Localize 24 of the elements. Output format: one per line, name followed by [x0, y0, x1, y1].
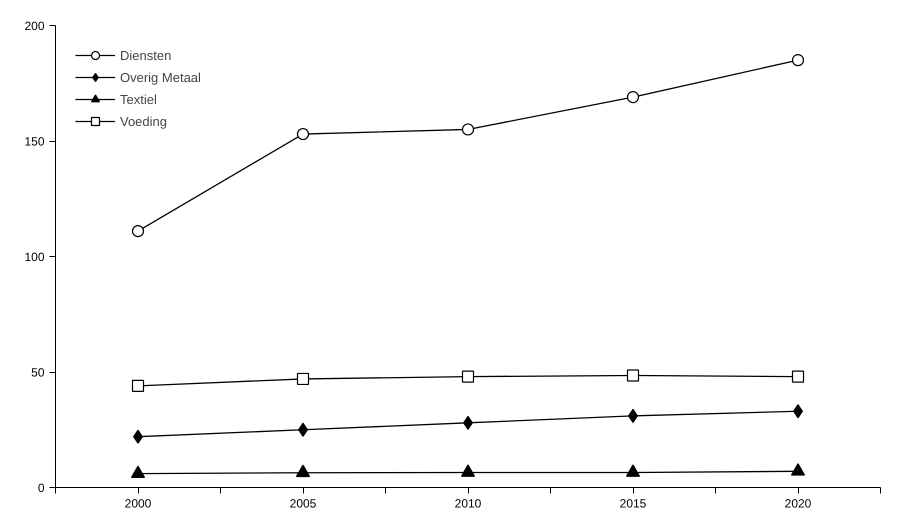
y-tick-label: 100	[24, 250, 45, 264]
point	[626, 91, 640, 104]
y-tick-label: 150	[24, 134, 45, 148]
point	[132, 225, 144, 238]
legend-label: Overig Metaal	[120, 70, 201, 84]
x-tick-label: 2010	[454, 496, 482, 510]
legend-label: Diensten	[120, 48, 172, 62]
x-tick-label: 2020	[784, 496, 812, 510]
point	[792, 54, 804, 66]
point	[462, 370, 474, 383]
legend-label: Voeding	[120, 114, 167, 128]
x-tick-label: 2015	[620, 496, 647, 510]
point	[132, 380, 144, 392]
legend-label: Textiel	[120, 92, 157, 106]
point	[296, 372, 310, 386]
point	[296, 128, 310, 140]
y-tick-label: 50	[31, 366, 45, 380]
y-tick-label: 200	[24, 19, 45, 33]
x-tick-label: 2005	[290, 496, 317, 510]
point	[626, 369, 640, 382]
point	[462, 123, 474, 136]
y-tick-label: 0	[38, 481, 45, 495]
x-tick-label: 2000	[124, 496, 152, 510]
point	[792, 370, 804, 383]
